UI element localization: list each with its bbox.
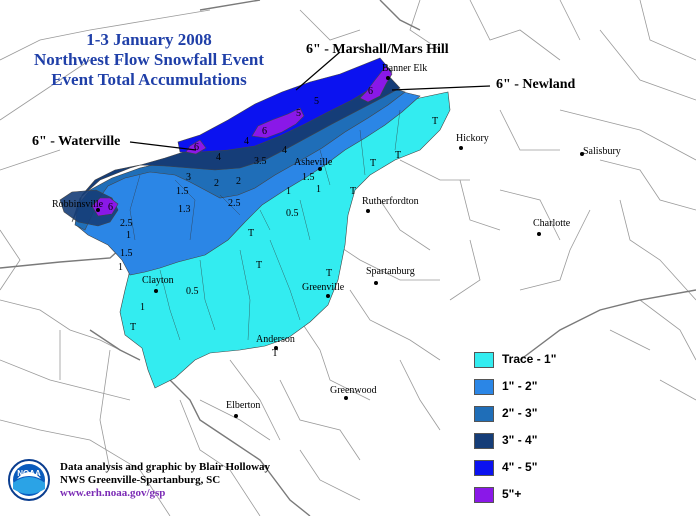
city-dot-anderson — [274, 346, 278, 350]
city-banner-elk: Banner Elk — [382, 63, 428, 74]
contour-label: 4 — [216, 152, 221, 163]
five-plus-zone-b — [251, 107, 305, 139]
city-dot-salisbury — [580, 152, 584, 156]
inner-county-lines — [129, 109, 401, 341]
city-spartanburg: Spartanburg — [366, 266, 415, 277]
credit-url-link[interactable]: www.erh.noaa.gov/gsp — [60, 487, 166, 499]
legend-label: 3" - 4" — [502, 433, 538, 447]
callout-newland: 6" - Newland — [496, 77, 576, 92]
contour-label: 1.5 — [120, 248, 133, 259]
four-five-zone — [177, 57, 393, 153]
callout-leaders — [129, 51, 491, 151]
contour-label: 6 — [194, 142, 199, 153]
contour-label: 4 — [244, 136, 249, 147]
contour-label: 1 — [118, 262, 123, 273]
contour-label: 1 — [316, 184, 321, 195]
title-line-3: Event Total Accumulations — [51, 70, 247, 89]
legend-label: Trace - 1" — [502, 352, 557, 366]
legend-swatch — [474, 460, 494, 476]
legend-swatch — [474, 433, 494, 449]
city-dot-charlotte — [537, 232, 541, 236]
city-greenville: Greenville — [302, 282, 345, 293]
city-dot-greenville — [326, 294, 330, 298]
legend-swatch — [474, 379, 494, 395]
city-dot-elberton — [234, 414, 238, 418]
five-plus-zone-c — [185, 139, 207, 155]
legend-swatch — [474, 487, 494, 503]
credits: Data analysis and graphic by Blair Hollo… — [60, 461, 270, 500]
contour-label: 5 — [314, 96, 319, 107]
callout-marshall: 6" - Marshall/Mars Hill — [306, 42, 449, 57]
city-dot-robbinsville — [96, 208, 100, 212]
contour-label: 2.5 — [120, 218, 133, 229]
city-charlotte: Charlotte — [533, 218, 571, 229]
contour-label: 6 — [262, 126, 267, 137]
contour-label: 3.5 — [254, 156, 267, 167]
contour-label: T — [395, 150, 402, 161]
city-dot-clayton — [154, 289, 158, 293]
title-line-1: 1-3 January 2008 — [86, 30, 212, 49]
contour-label: 0.5 — [186, 286, 199, 297]
contour-label: 1.5 — [302, 172, 315, 183]
contour-label: 2 — [214, 178, 219, 189]
city-elberton: Elberton — [226, 400, 261, 411]
contour-label: 2.5 — [228, 198, 241, 209]
contour-label: 0.5 — [286, 208, 299, 219]
contour-label: 6 — [108, 202, 113, 213]
five-plus-zone-a — [359, 65, 393, 103]
legend-swatch — [474, 352, 494, 368]
legend-label: 4" - 5" — [502, 460, 538, 474]
credit-line-1: Data analysis and graphic by Blair Hollo… — [60, 461, 271, 473]
contour-label: T — [350, 186, 357, 197]
contour-label: 5 — [296, 108, 301, 119]
contour-label: 2 — [236, 176, 241, 187]
contour-label: T — [256, 260, 263, 271]
city-asheville: Asheville — [294, 157, 333, 168]
contour-label: T — [272, 348, 279, 359]
contour-label: 4 — [282, 145, 287, 156]
callout-waterville: 6" - Waterville — [32, 134, 121, 149]
city-salisbury: Salisbury — [583, 146, 621, 157]
city-dot-asheville — [318, 167, 322, 171]
city-anderson: Anderson — [256, 334, 295, 345]
contour-label: 1.3 — [178, 204, 191, 215]
contour-label: T — [432, 116, 439, 127]
credit-line-2: NWS Greenville-Spartanburg, SC — [60, 474, 221, 486]
city-dot-rutherfordton — [366, 209, 370, 213]
city-greenwood: Greenwood — [330, 385, 377, 396]
contour-label: T — [326, 268, 333, 279]
contour-label: 1 — [140, 302, 145, 313]
city-hickory: Hickory — [456, 133, 489, 144]
legend-label: 1" - 2" — [502, 379, 538, 393]
contour-label: 6 — [368, 86, 373, 97]
contour-label: 1 — [286, 186, 291, 197]
city-clayton: Clayton — [142, 275, 174, 286]
contour-label: T — [370, 158, 377, 169]
snowfall-shading — [59, 57, 451, 389]
city-dot-greenwood — [344, 396, 348, 400]
legend-label: 5"+ — [502, 487, 522, 501]
city-dot-banner-elk — [386, 76, 390, 80]
legend-swatch — [474, 406, 494, 422]
contour-label: 1.5 — [176, 186, 189, 197]
contour-label: 1 — [126, 230, 131, 241]
map-title: 1-3 January 2008 Northwest Flow Snowfall… — [4, 30, 294, 90]
noaa-logo: NOAA — [8, 459, 50, 501]
title-line-2: Northwest Flow Snowfall Event — [34, 50, 264, 69]
city-rutherfordton: Rutherfordton — [362, 196, 419, 207]
contour-label: T — [130, 322, 137, 333]
city-robbinsville: Robbinsville — [52, 199, 104, 210]
contour-label: T — [248, 228, 255, 239]
city-dot-hickory — [459, 146, 463, 150]
city-dot-spartanburg — [374, 281, 378, 285]
contour-label: 3 — [186, 172, 191, 183]
legend-label: 2" - 3" — [502, 406, 538, 420]
noaa-logo-text: NOAA — [17, 469, 41, 478]
